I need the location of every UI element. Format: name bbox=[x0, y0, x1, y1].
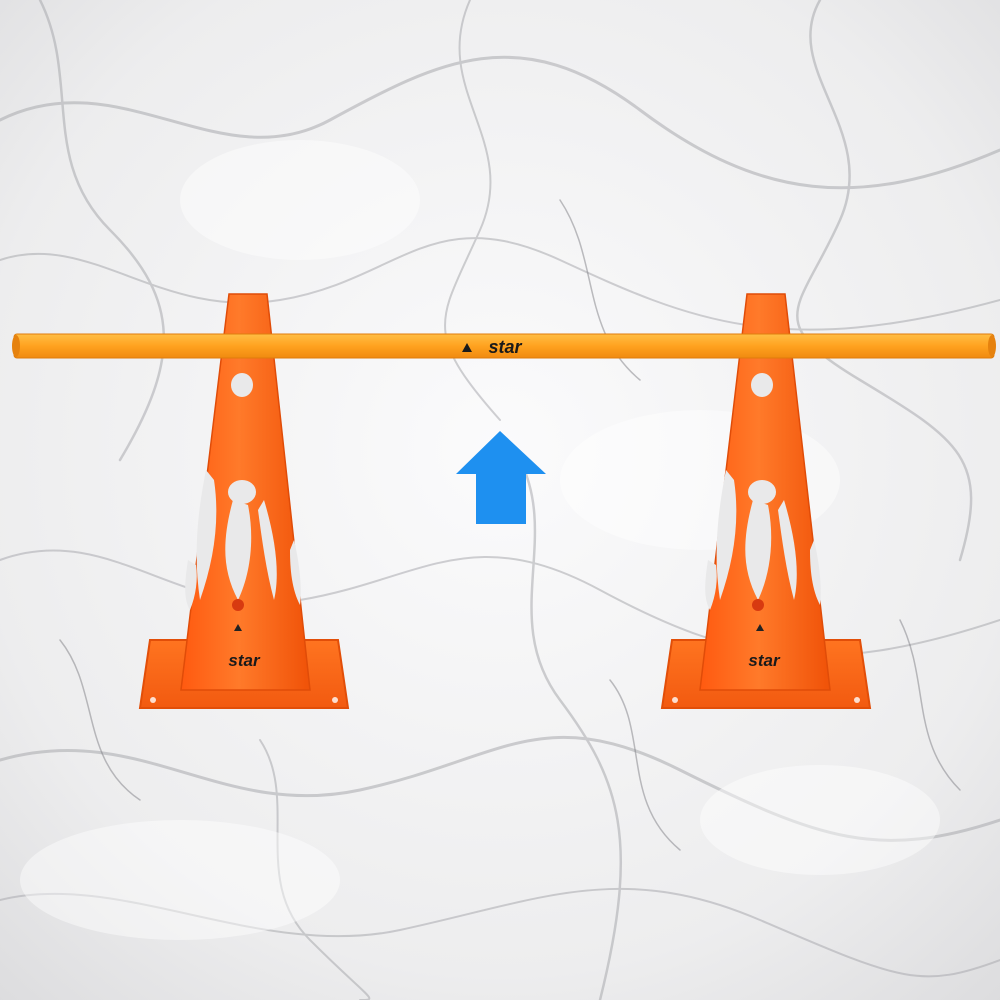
left-orange-training-cone: star bbox=[138, 293, 350, 709]
right-cone-logo: star bbox=[748, 651, 781, 670]
left-cone-logo: star bbox=[228, 651, 261, 670]
pole-logo: star bbox=[488, 337, 522, 357]
orange-hurdle-pole: star bbox=[12, 333, 996, 359]
right-orange-training-cone: star bbox=[660, 293, 872, 709]
up-arrow-icon bbox=[456, 431, 546, 524]
